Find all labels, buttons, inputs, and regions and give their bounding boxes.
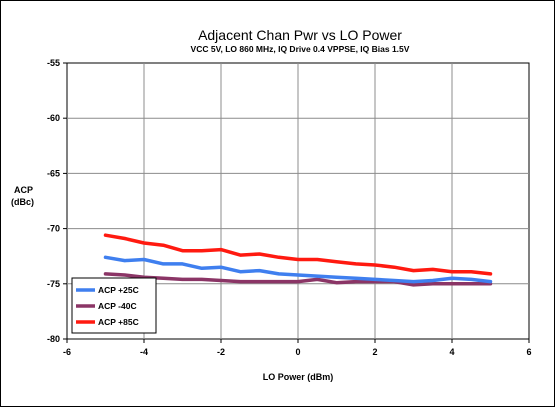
legend-label-2: ACP +85C	[98, 317, 139, 327]
x-tick-label: -6	[63, 347, 71, 357]
series-line-0	[103, 255, 493, 284]
x-axis-label: LO Power (dBm)	[263, 372, 334, 382]
x-tick-label: -4	[140, 347, 148, 357]
legend-label-1: ACP -40C	[98, 301, 137, 311]
x-tick-label: 0	[295, 347, 300, 357]
chart-title: Adjacent Chan Pwr vs LO Power	[198, 27, 402, 43]
y-tick-labels: -55 -60 -65 -70 -75 -80	[47, 58, 67, 344]
chart-subtitle: VCC 5V, LO 860 MHz, IQ Drive 0.4 VPPSE, …	[191, 44, 410, 54]
legend: ACP +25C ACP -40C ACP +85C	[71, 277, 157, 334]
x-tick-label: 4	[449, 347, 454, 357]
y-axis-label-line1: ACP	[14, 185, 33, 195]
y-tick-label: -55	[47, 58, 60, 68]
x-tick-label: 2	[372, 347, 377, 357]
y-tick-label: -70	[47, 224, 60, 234]
x-tick-labels: -6 -4 -2 0 2 4 6	[63, 339, 532, 357]
series-line-2	[103, 233, 493, 276]
y-axis-label-line2: (dBc)	[11, 197, 34, 207]
legend-label-0: ACP +25C	[98, 285, 139, 295]
series-line-1	[103, 272, 493, 287]
legend-box	[71, 277, 157, 334]
y-tick-label: -80	[47, 334, 60, 344]
y-tick-label: -65	[47, 168, 60, 178]
x-tick-label: -2	[217, 347, 225, 357]
x-tick-label: 6	[526, 347, 531, 357]
series-lines	[103, 233, 493, 287]
y-tick-label: -75	[47, 279, 60, 289]
y-tick-label: -60	[47, 113, 60, 123]
